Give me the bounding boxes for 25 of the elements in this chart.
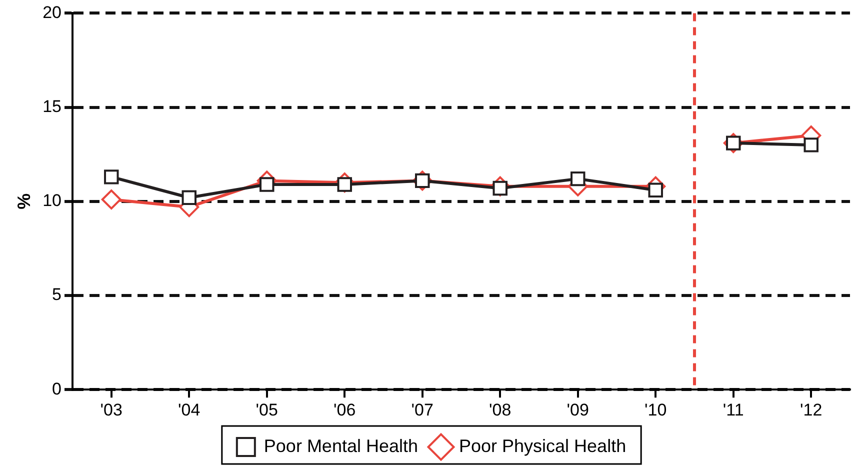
x-tick-label: '10	[644, 400, 667, 420]
point	[648, 182, 663, 198]
legend-label: Poor Mental Health	[264, 436, 418, 456]
y-tick-label: 20	[42, 2, 62, 22]
point	[804, 138, 818, 152]
y-tick-label: 0	[52, 379, 62, 398]
point	[570, 171, 586, 186]
point	[101, 190, 122, 210]
x-tick-label: '07	[411, 400, 434, 420]
point	[104, 170, 119, 184]
x-tick-label: '12	[800, 400, 822, 420]
y-tick-label: 5	[52, 285, 62, 304]
y-tick-label: 10	[42, 191, 62, 210]
legend-label: Poor Physical Health	[459, 436, 626, 456]
x-tick-label: '03	[100, 400, 122, 420]
y-tick-label: 15	[42, 96, 62, 116]
x-tick-label: '04	[178, 400, 200, 420]
y-axis-title: %	[14, 193, 34, 210]
point	[182, 190, 196, 205]
x-tick-label: '05	[256, 400, 278, 420]
x-tick-label: '11	[722, 400, 744, 420]
point	[260, 177, 274, 192]
x-tick-label: '08	[489, 400, 512, 420]
x-tick-label: '09	[566, 400, 589, 420]
x-tick-label: '06	[334, 400, 356, 420]
